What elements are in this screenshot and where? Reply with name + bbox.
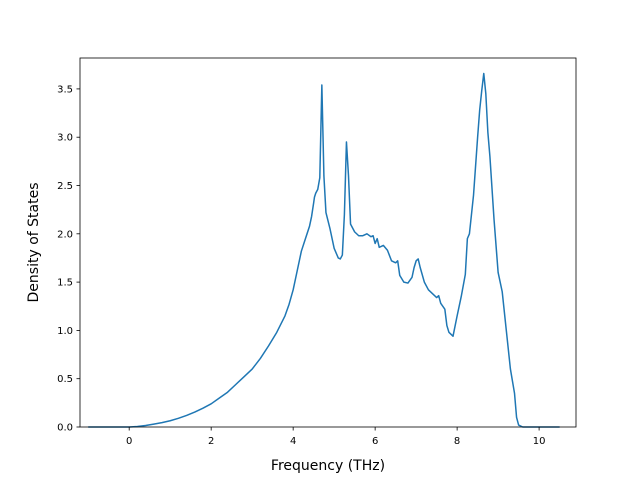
y-tick-label: 3.0 xyxy=(57,133,73,144)
x-tick-label: 8 xyxy=(454,436,460,447)
x-tick-label: 6 xyxy=(372,436,378,447)
y-tick-label: 3.5 xyxy=(57,84,73,95)
y-tick-label: 0.0 xyxy=(57,423,73,434)
y-tick-label: 0.5 xyxy=(57,374,73,385)
y-tick-label: 2.0 xyxy=(57,229,73,240)
y-axis-label: Density of States xyxy=(26,183,42,303)
x-axis-label: Frequency (THz) xyxy=(271,458,385,474)
plot-area xyxy=(88,72,560,428)
plot-frame xyxy=(79,57,577,428)
y-axis-ticks: 0.0 0.5 1.0 1.5 2.0 2.5 3.0 3.5 xyxy=(57,84,80,434)
x-tick-label: 0 xyxy=(126,436,132,447)
x-tick-label: 10 xyxy=(533,436,546,447)
dos-series-line xyxy=(88,72,560,428)
y-tick-label: 2.5 xyxy=(57,181,73,192)
x-axis-ticks: 0 2 4 6 8 10 xyxy=(126,427,545,447)
x-tick-label: 2 xyxy=(208,436,214,447)
y-tick-label: 1.0 xyxy=(57,326,73,337)
y-tick-label: 1.5 xyxy=(57,278,73,289)
x-tick-label: 4 xyxy=(290,436,296,447)
